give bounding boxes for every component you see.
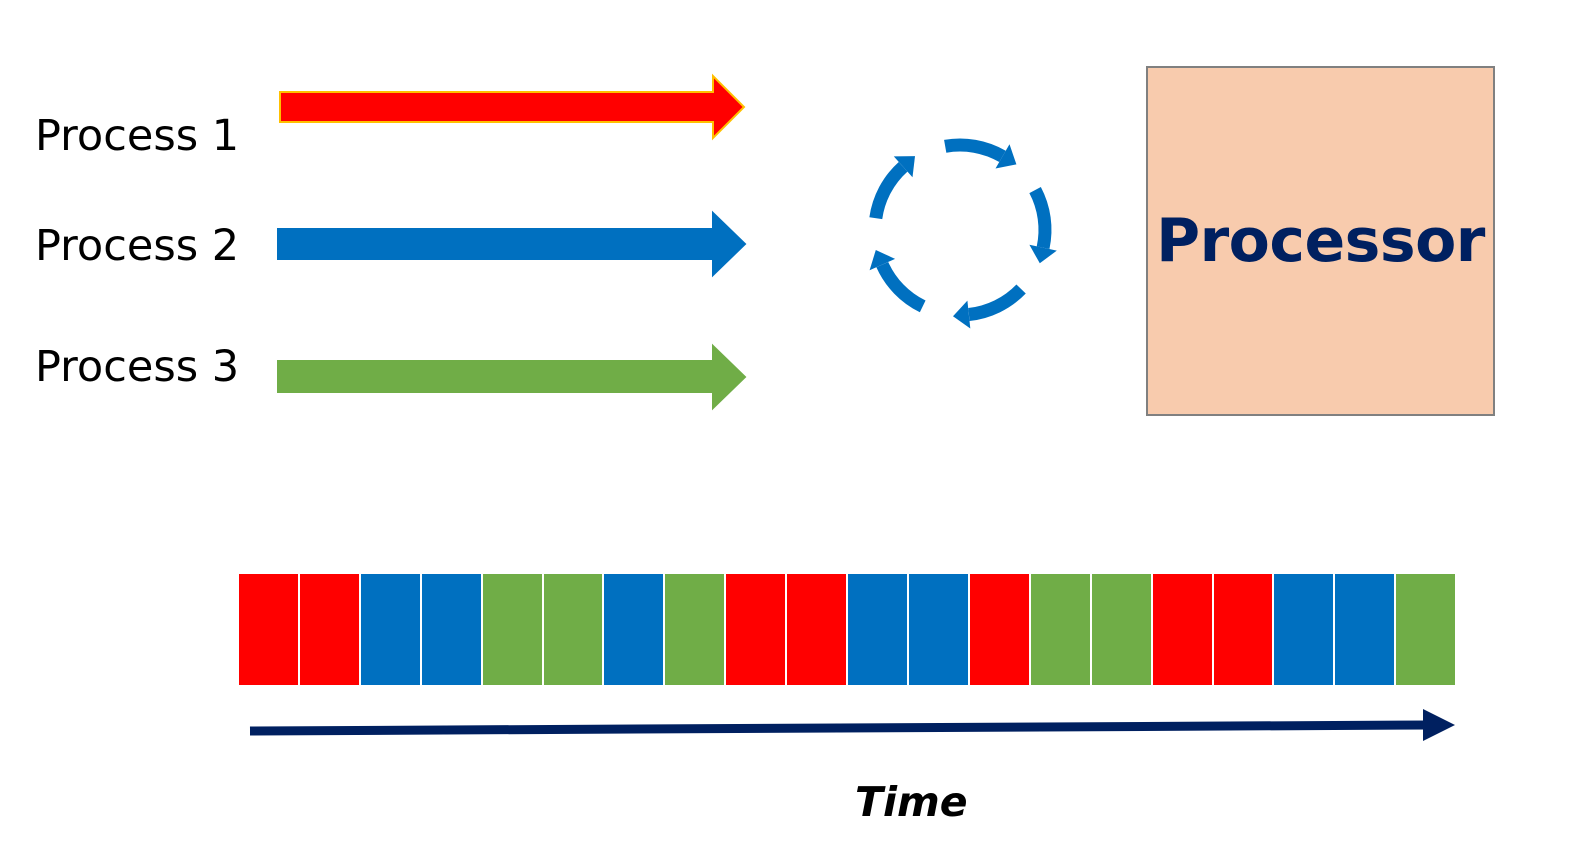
process-2-arrow-shape [277, 210, 747, 278]
time-axis-arrowhead [1423, 709, 1455, 741]
time-slice [665, 574, 727, 685]
time-slice [908, 574, 970, 685]
time-slice [482, 574, 544, 685]
time-slice-timeline [239, 574, 1456, 685]
time-slice [299, 574, 361, 685]
cycle-arrow-head [869, 250, 896, 271]
cycle-arrow-head [1029, 244, 1057, 264]
cycle-arrow-head [893, 156, 915, 178]
time-slice [1335, 574, 1397, 685]
time-slice [1152, 574, 1214, 685]
time-slice [726, 574, 788, 685]
cycle-arrow-segment [1029, 187, 1052, 250]
processor-box: Processor [1146, 66, 1495, 416]
cycle-arrow-segment [944, 138, 1006, 163]
time-slice [1091, 574, 1153, 685]
process-3-arrow [277, 343, 747, 411]
time-slice [1030, 574, 1092, 685]
time-slice [543, 574, 605, 685]
process-3-label: Process 3 [35, 342, 240, 392]
time-slice [1274, 574, 1336, 685]
time-slice [421, 574, 483, 685]
time-slice [969, 574, 1031, 685]
time-axis-arrow [249, 709, 1455, 741]
time-slice [239, 574, 300, 685]
process-3-arrow-shape [277, 343, 747, 411]
process-1-arrow [279, 73, 746, 141]
processor-label: Processor [1156, 206, 1485, 276]
time-slice [848, 574, 909, 685]
cycle-arrow-segment [876, 261, 926, 313]
process-1-label: Process 1 [35, 111, 240, 161]
process-1-arrow-shape [279, 73, 746, 141]
cycle-arrow-head [953, 300, 971, 329]
process-2-arrow [277, 210, 747, 278]
time-axis-line [249, 720, 1431, 736]
cycle-arrows-icon [869, 138, 1057, 329]
time-axis-label: Time [855, 778, 968, 826]
cycle-arrow-segment [967, 284, 1026, 321]
time-slice [604, 574, 666, 685]
process-2-label: Process 2 [35, 221, 240, 271]
time-slice [1396, 574, 1456, 685]
time-slice [787, 574, 849, 685]
cycle-arrow-head [995, 144, 1017, 169]
cycle-arrow-segment [869, 161, 908, 220]
time-slice [360, 574, 422, 685]
time-slice [1213, 574, 1275, 685]
